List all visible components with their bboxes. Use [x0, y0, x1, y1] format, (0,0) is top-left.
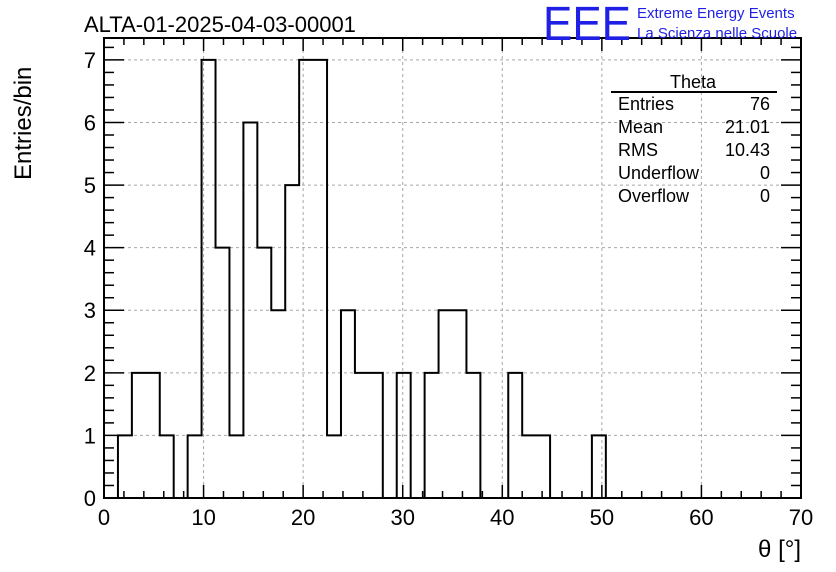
stats-label: Overflow [618, 186, 690, 206]
y-tick-label: 7 [84, 48, 96, 73]
y-tick-label: 2 [84, 361, 96, 386]
stats-row-rms: RMS 10.43 [618, 140, 770, 160]
stats-label: Underflow [618, 163, 700, 183]
histogram-bin [118, 435, 132, 498]
x-tick-label: 30 [390, 505, 414, 530]
histogram-bin [439, 310, 453, 498]
stats-row-underflow: Underflow 0 [618, 163, 770, 183]
x-axis-title: θ [°] [758, 536, 801, 563]
histogram-bin [508, 373, 522, 498]
histogram-bin [257, 248, 271, 498]
eee-logo-line1: Extreme Energy Events [637, 5, 795, 22]
histogram-bin [327, 435, 341, 498]
x-tick-label: 10 [191, 505, 215, 530]
y-tick-label: 6 [84, 110, 96, 135]
histogram-bin [243, 122, 257, 498]
stats-value: 10.43 [725, 140, 770, 160]
eee-logo-mark: EEE [543, 0, 631, 51]
histogram-bin [536, 435, 550, 498]
stats-row-overflow: Overflow 0 [618, 186, 770, 206]
histogram-bin [285, 185, 299, 498]
x-tick-label: 70 [789, 505, 813, 530]
x-tick-label: 50 [590, 505, 614, 530]
tick-labels: 0 10 20 30 40 50 60 70 0 1 2 3 4 5 6 7 [84, 48, 813, 530]
plot-frame [103, 37, 802, 499]
y-tick-label: 3 [84, 298, 96, 323]
histogram-bin [188, 435, 202, 498]
stats-box: Theta Entries 76 Mean 21.01 RMS 10.43 Un… [611, 72, 777, 206]
histogram-bin [466, 373, 480, 498]
eee-logo-line2: La Scienza nelle Scuole [637, 25, 797, 42]
histogram-outline [116, 58, 607, 498]
histogram-bin [522, 435, 536, 498]
y-tick-label: 0 [84, 486, 96, 511]
grid-lines [104, 38, 801, 498]
x-tick-label: 40 [490, 505, 514, 530]
stats-title: Theta [670, 72, 717, 92]
histogram-bin [216, 248, 230, 498]
histogram-bin [341, 310, 355, 498]
y-tick-label: 1 [84, 423, 96, 448]
y-axis-title: Entries/bin [10, 67, 37, 180]
histogram-bin [355, 373, 369, 498]
histogram-bin [202, 60, 216, 498]
stats-value: 21.01 [725, 117, 770, 137]
stats-row-entries: Entries 76 [618, 94, 770, 114]
x-tick-label: 0 [98, 505, 110, 530]
y-tick-label: 4 [84, 236, 96, 261]
x-tick-label: 20 [291, 505, 315, 530]
histogram-bin [299, 60, 313, 498]
stats-value: 76 [750, 94, 770, 114]
histogram-bin [313, 60, 327, 498]
histogram-bin [132, 373, 146, 498]
histogram-bin [146, 373, 160, 498]
histogram-bin [369, 373, 383, 498]
histogram-bin [397, 373, 411, 498]
eee-logo: EEE Extreme Energy Events La Scienza nel… [543, 0, 797, 51]
histogram-bin [160, 435, 174, 498]
stats-label: Mean [618, 117, 663, 137]
histogram-bin [592, 435, 606, 498]
stats-value: 0 [760, 163, 770, 183]
stats-row-mean: Mean 21.01 [618, 117, 770, 137]
histogram-bin [229, 435, 243, 498]
chart-title: ALTA-01-2025-04-03-00001 [84, 12, 356, 37]
y-tick-label: 5 [84, 173, 96, 198]
histogram-bin [425, 373, 439, 498]
stats-label: Entries [618, 94, 674, 114]
stats-value: 0 [760, 186, 770, 206]
histogram-bin [453, 310, 467, 498]
histogram-bin [271, 310, 285, 498]
x-tick-label: 60 [689, 505, 713, 530]
stats-label: RMS [618, 140, 658, 160]
